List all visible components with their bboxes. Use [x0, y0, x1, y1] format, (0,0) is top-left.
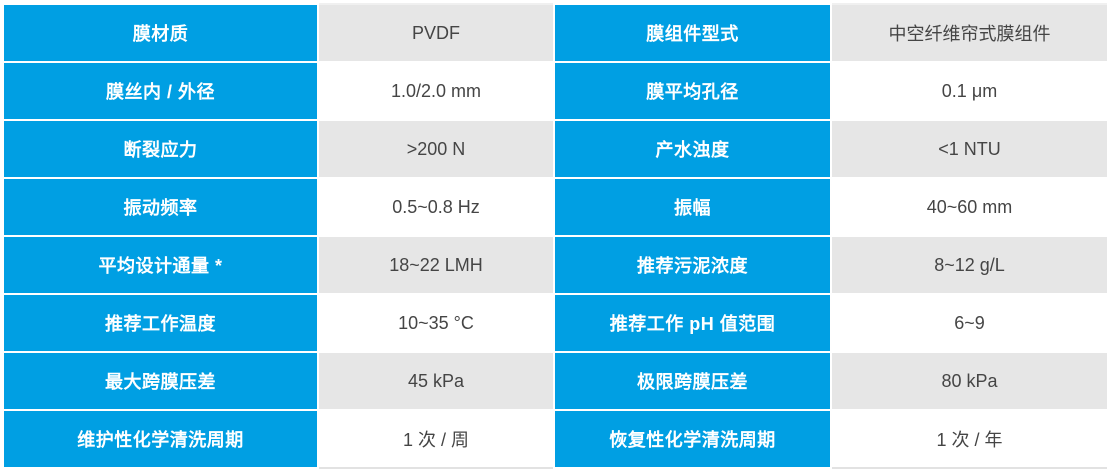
table-row: 推荐工作温度 10~35 °C 推荐工作 pH 值范围 6~9: [4, 295, 1107, 351]
spec-value-cell: 6~9: [832, 295, 1107, 351]
spec-label-cell: 膜丝内 / 外径: [4, 63, 317, 119]
spec-value-cell: 40~60 mm: [832, 179, 1107, 235]
spec-value-cell: 1 次 / 周: [319, 411, 553, 467]
spec-value-cell: <1 NTU: [832, 121, 1107, 177]
spec-value-cell: 45 kPa: [319, 353, 553, 409]
table-row: 膜材质 PVDF 膜组件型式 中空纤维帘式膜组件: [4, 5, 1107, 61]
spec-value-cell: 80 kPa: [832, 353, 1107, 409]
spec-value-cell: 0.1 μm: [832, 63, 1107, 119]
spec-value-cell: 中空纤维帘式膜组件: [832, 5, 1107, 61]
table-row: 最大跨膜压差 45 kPa 极限跨膜压差 80 kPa: [4, 353, 1107, 409]
spec-value-cell: 10~35 °C: [319, 295, 553, 351]
spec-value-cell: PVDF: [319, 5, 553, 61]
spec-label-cell: 膜组件型式: [555, 5, 830, 61]
spec-value-cell: 8~12 g/L: [832, 237, 1107, 293]
spec-label-cell: 振动频率: [4, 179, 317, 235]
table-row: 振动频率 0.5~0.8 Hz 振幅 40~60 mm: [4, 179, 1107, 235]
table-row: 平均设计通量 * 18~22 LMH 推荐污泥浓度 8~12 g/L: [4, 237, 1107, 293]
spec-label-cell: 恢复性化学清洗周期: [555, 411, 830, 467]
table-row: 维护性化学清洗周期 1 次 / 周 恢复性化学清洗周期 1 次 / 年: [4, 411, 1107, 467]
spec-label-cell: 膜材质: [4, 5, 317, 61]
spec-label-cell: 断裂应力: [4, 121, 317, 177]
spec-value-cell: 1 次 / 年: [832, 411, 1107, 467]
spec-label-cell: 维护性化学清洗周期: [4, 411, 317, 467]
spec-value-cell: >200 N: [319, 121, 553, 177]
spec-value-cell: 18~22 LMH: [319, 237, 553, 293]
spec-label-cell: 推荐工作温度: [4, 295, 317, 351]
membrane-spec-table: 膜材质 PVDF 膜组件型式 中空纤维帘式膜组件 膜丝内 / 外径 1.0/2.…: [2, 3, 1109, 469]
spec-label-cell: 最大跨膜压差: [4, 353, 317, 409]
table-row: 断裂应力 >200 N 产水浊度 <1 NTU: [4, 121, 1107, 177]
spec-label-cell: 振幅: [555, 179, 830, 235]
table-row: 膜丝内 / 外径 1.0/2.0 mm 膜平均孔径 0.1 μm: [4, 63, 1107, 119]
spec-label-cell: 极限跨膜压差: [555, 353, 830, 409]
spec-value-cell: 1.0/2.0 mm: [319, 63, 553, 119]
spec-value-cell: 0.5~0.8 Hz: [319, 179, 553, 235]
spec-label-cell: 推荐工作 pH 值范围: [555, 295, 830, 351]
spec-label-cell: 平均设计通量 *: [4, 237, 317, 293]
spec-label-cell: 产水浊度: [555, 121, 830, 177]
spec-label-cell: 膜平均孔径: [555, 63, 830, 119]
spec-label-cell: 推荐污泥浓度: [555, 237, 830, 293]
